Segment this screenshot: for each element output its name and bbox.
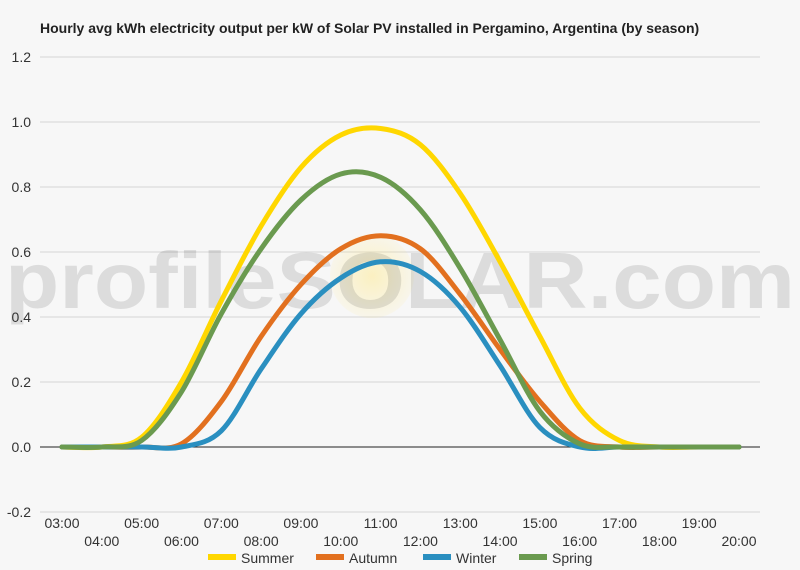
x-tick-label: 10:00 <box>323 533 358 549</box>
y-axis: 1.2 1.0 0.8 0.6 0.4 0.2 0.0 -0.2 <box>7 49 31 520</box>
x-tick-label: 11:00 <box>364 515 398 531</box>
x-tick-label: 13:00 <box>443 515 478 531</box>
legend-label: Autumn <box>349 550 397 566</box>
x-tick-label: 18:00 <box>642 533 677 549</box>
legend-swatch <box>519 554 547 560</box>
y-tick-label: 0.4 <box>12 309 32 325</box>
series-group <box>59 125 742 451</box>
x-tick-label: 12:00 <box>403 533 438 549</box>
legend-label: Spring <box>552 550 592 566</box>
watermark: profileSOLAR.com <box>5 234 795 325</box>
legend: Summer Autumn Winter Spring <box>208 550 592 566</box>
y-tick-label: 0.2 <box>12 374 32 390</box>
legend-item-spring: Spring <box>519 550 592 566</box>
y-tick-label: 0.0 <box>12 439 32 455</box>
x-tick-label: 20:00 <box>721 533 756 549</box>
x-tick-label: 16:00 <box>562 533 597 549</box>
x-tick-label: 05:00 <box>124 515 159 531</box>
chart-title: Hourly avg kWh electricity output per kW… <box>40 20 699 36</box>
legend-item-autumn: Autumn <box>316 550 397 566</box>
x-tick-label: 04:00 <box>84 533 119 549</box>
legend-label: Summer <box>241 550 294 566</box>
series-line-spring <box>59 169 742 450</box>
x-tick-label: 15:00 <box>522 515 557 531</box>
legend-item-winter: Winter <box>423 550 497 566</box>
watermark-sun-icon <box>330 234 414 318</box>
x-tick-label: 08:00 <box>244 533 279 549</box>
x-tick-label: 17:00 <box>602 515 637 531</box>
legend-swatch <box>208 554 236 560</box>
y-tick-label: -0.2 <box>7 504 31 520</box>
x-tick-label: 03:00 <box>44 515 79 531</box>
x-tick-label: 14:00 <box>483 533 518 549</box>
x-tick-label: 07:00 <box>204 515 239 531</box>
x-tick-label: 19:00 <box>682 515 717 531</box>
y-tick-label: 0.8 <box>12 179 32 195</box>
legend-item-summer: Summer <box>208 550 294 566</box>
legend-swatch <box>316 554 344 560</box>
legend-label: Winter <box>456 550 497 566</box>
legend-swatch <box>423 554 451 560</box>
x-tick-label: 06:00 <box>164 533 199 549</box>
watermark-text: profileSOLAR.com <box>5 236 795 325</box>
y-tick-label: 1.0 <box>12 114 32 130</box>
series-line-summer <box>59 125 742 451</box>
x-tick-label: 09:00 <box>283 515 318 531</box>
y-tick-label: 0.6 <box>12 244 32 260</box>
y-tick-label: 1.2 <box>12 49 32 65</box>
